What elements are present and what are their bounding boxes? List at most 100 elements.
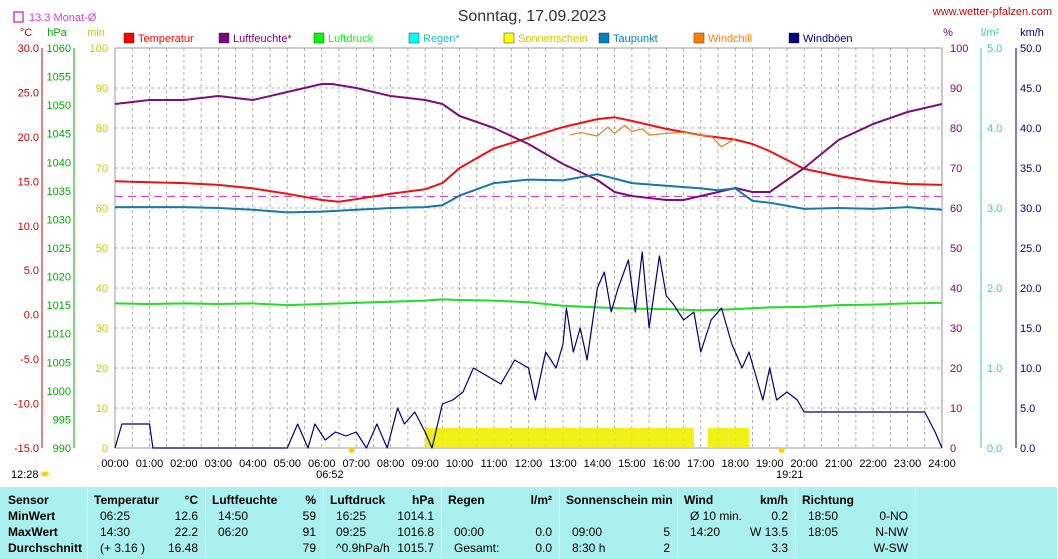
sunset-sun-icon <box>778 447 785 453</box>
x-tick-label: 08:00 <box>377 458 405 470</box>
legend-swatch <box>313 32 325 44</box>
rain-tick-label: 5.0 <box>987 43 1002 55</box>
x-tick-label: 21:00 <box>825 458 853 470</box>
table-cell-value: 1016.8 <box>397 525 434 539</box>
sunshine-tick-label: 0 <box>102 443 108 455</box>
table-cell-value: 0.0 <box>535 525 552 539</box>
rain-tick-label: 3.0 <box>987 203 1002 215</box>
month-avg-swatch <box>13 11 24 23</box>
table-header: Sensor <box>8 493 49 507</box>
wind-tick-label: 45.0 <box>1020 83 1041 95</box>
x-tick-label: 05:00 <box>274 458 302 470</box>
x-tick-label: 07:00 <box>342 458 370 470</box>
table-cell-value: 0-NO <box>879 509 908 523</box>
sunshine-tick-label: 80 <box>96 123 108 135</box>
legend-label: Windchill <box>708 33 752 45</box>
table-column <box>442 487 560 559</box>
humidity-tick-label: 40 <box>950 283 962 295</box>
table-header-unit: °C <box>184 493 198 507</box>
pressure-tick-label: 1045 <box>47 129 71 141</box>
moon-icon <box>41 471 49 477</box>
legend-swatch <box>123 32 135 44</box>
temp-tick-label: 10.0 <box>18 221 39 233</box>
table-header-unit: km/h <box>759 493 788 507</box>
x-tick-label: 23:00 <box>894 458 922 470</box>
pressure-tick-label: 990 <box>53 443 71 455</box>
legend-label: Taupunkt <box>613 33 658 45</box>
dewpoint-line <box>115 173 943 214</box>
x-tick-label: 16:00 <box>653 458 681 470</box>
table-cell-time: 18:50 <box>808 509 839 523</box>
sunshine-bar <box>683 428 694 448</box>
legend-label: Sonnenschein <box>518 33 588 45</box>
table-header-unit: % <box>305 493 316 507</box>
table-cell-value: N-NW <box>875 525 908 539</box>
wind-tick-label: 35.0 <box>1020 163 1041 175</box>
axes: 30.0 25.0 20.0 15.0 10.0 5.0 0.0 -5.0 -10.0 -15.0… <box>14 43 1042 470</box>
pressure-tick-label: 1020 <box>47 272 71 284</box>
windchill-line <box>569 124 736 148</box>
x-tick-label: 04:00 <box>239 458 267 470</box>
table-row-label: MaxWert <box>8 525 58 539</box>
temp-tick-label: 25.0 <box>18 87 39 99</box>
pressure-tick-label: 1000 <box>47 386 71 398</box>
unit-rain: l/m² <box>981 27 1000 39</box>
pressure-tick-label: 995 <box>53 414 71 426</box>
x-tick-label: 00:00 <box>101 458 129 470</box>
table-header: Wind <box>684 493 714 507</box>
pressure-tick-label: 1060 <box>47 43 71 55</box>
humidity-tick-label: 10 <box>950 403 962 415</box>
pressure-tick-label: 1015 <box>47 300 71 312</box>
unit-humidity: % <box>943 27 953 39</box>
pressure-tick-label: 1025 <box>47 243 71 255</box>
x-tick-label: 09:00 <box>411 458 439 470</box>
legend-label: Temperatur <box>138 33 194 45</box>
humidity-tick-label: 50 <box>950 243 962 255</box>
sunshine-tick-label: 60 <box>96 203 108 215</box>
unit-wind: km/h <box>1020 27 1044 39</box>
sunshine-bar <box>728 428 750 448</box>
rain-tick-label: 1.0 <box>987 363 1002 375</box>
table-cell-value: 5 <box>663 525 670 539</box>
sunshine-bar <box>545 428 581 448</box>
legend-swatch <box>598 32 610 44</box>
table-cell-time: 09:00 <box>572 525 603 539</box>
x-tick-label: 06:00 <box>308 458 336 470</box>
table-cell-time: 06:25 <box>100 509 131 523</box>
table-cell-value: W-SW <box>873 541 908 555</box>
wind-tick-label: 15.0 <box>1020 323 1041 335</box>
pressure-tick-label: 1040 <box>47 157 71 169</box>
x-tick-label: 03:00 <box>205 458 233 470</box>
x-tick-label: 19:00 <box>756 458 784 470</box>
chart-title: Sonntag, 17.09.2023 <box>458 8 607 25</box>
sunshine-tick-label: 10 <box>96 403 108 415</box>
moonrise-label: 12:28 <box>11 469 39 481</box>
x-tick-label: 17:00 <box>687 458 715 470</box>
pressure-line <box>114 298 943 312</box>
temperature-line <box>114 116 943 203</box>
table-cell-value: 1015.7 <box>397 541 434 555</box>
legend-label: Luftdruck <box>328 33 374 45</box>
humidity-tick-label: 60 <box>950 203 962 215</box>
table-column <box>0 487 88 559</box>
table-header: Regen <box>448 493 485 507</box>
x-tick-label: 12:00 <box>515 458 543 470</box>
sunshine-tick-label: 30 <box>96 323 108 335</box>
legend-swatch <box>218 32 230 44</box>
table-cell-time: 06:20 <box>218 525 249 539</box>
legend-swatch <box>788 32 800 44</box>
sunshine-tick-label: 70 <box>96 163 108 175</box>
month-avg-label: 13.3 Monat-Ø <box>29 12 97 24</box>
x-tick-label: 14:00 <box>584 458 612 470</box>
sunshine-bar <box>445 428 477 448</box>
sunshine-tick-label: 20 <box>96 363 108 375</box>
sun-markers: 06:52 19:21 12:28 <box>11 447 804 481</box>
table-cell-time: 16:25 <box>336 509 367 523</box>
temp-tick-label: 15.0 <box>18 176 39 188</box>
table-cell-value: 16.48 <box>167 541 198 555</box>
table-header: Temperatur <box>94 493 160 507</box>
table-column <box>916 487 1058 559</box>
wind-tick-label: 40.0 <box>1020 123 1041 135</box>
table-cell-time: (+ 3.16 ) <box>100 541 146 555</box>
pressure-tick-label: 1030 <box>47 214 71 226</box>
